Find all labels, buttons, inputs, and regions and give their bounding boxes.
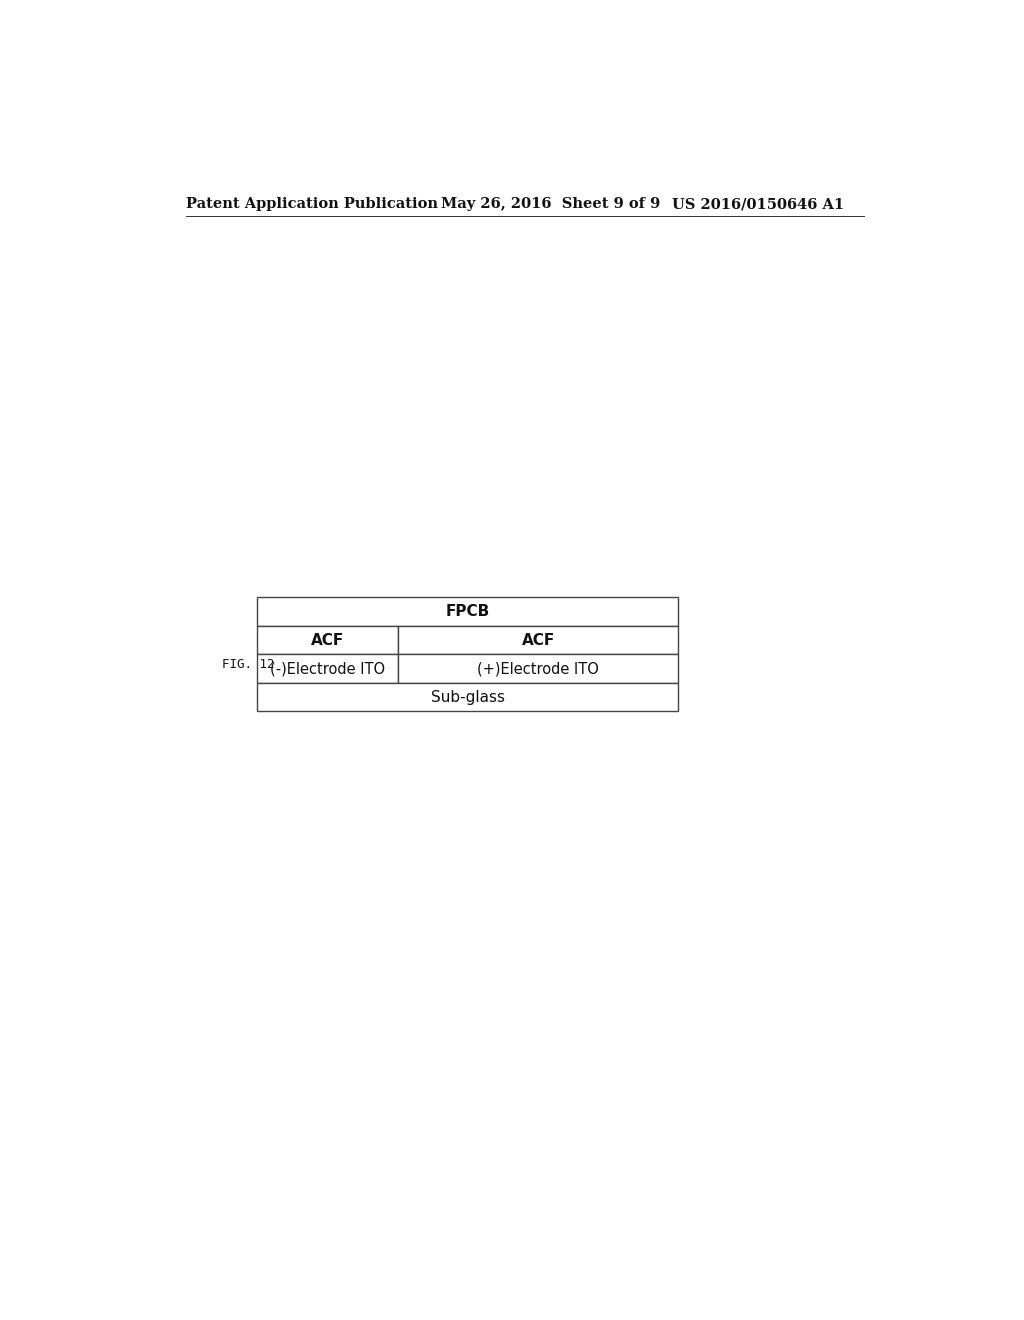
Text: Sub-glass: Sub-glass <box>431 689 505 705</box>
FancyBboxPatch shape <box>257 626 398 655</box>
Text: FIG. 12: FIG. 12 <box>221 659 274 671</box>
Text: (+)Electrode ITO: (+)Electrode ITO <box>477 661 599 676</box>
Text: (-)Electrode ITO: (-)Electrode ITO <box>270 661 385 676</box>
FancyBboxPatch shape <box>398 626 678 655</box>
FancyBboxPatch shape <box>257 655 398 682</box>
Text: May 26, 2016  Sheet 9 of 9: May 26, 2016 Sheet 9 of 9 <box>441 197 660 211</box>
Text: ACF: ACF <box>311 632 344 648</box>
Text: FPCB: FPCB <box>445 605 489 619</box>
FancyBboxPatch shape <box>398 655 678 682</box>
FancyBboxPatch shape <box>257 598 678 626</box>
Text: ACF: ACF <box>521 632 555 648</box>
Text: Patent Application Publication: Patent Application Publication <box>186 197 438 211</box>
Text: US 2016/0150646 A1: US 2016/0150646 A1 <box>672 197 844 211</box>
FancyBboxPatch shape <box>257 682 678 711</box>
